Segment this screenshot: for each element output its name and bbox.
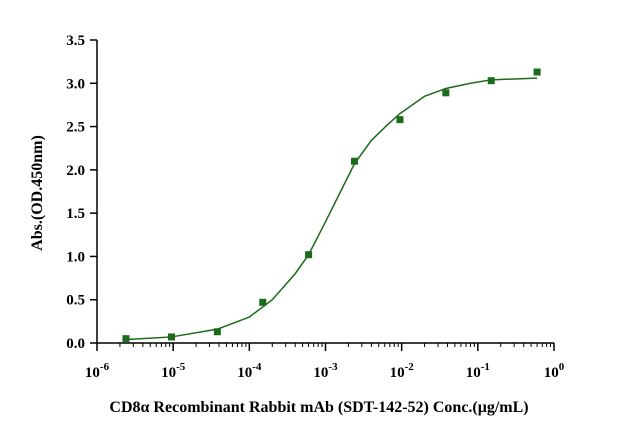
y-tick-label: 1.5 xyxy=(66,206,85,222)
x-tick-label: 10-6 xyxy=(85,361,110,381)
data-point xyxy=(213,328,221,336)
series xyxy=(122,68,541,343)
y-tick-label: 1.0 xyxy=(66,249,85,265)
data-point xyxy=(533,68,541,76)
y-tick-label: 2.0 xyxy=(66,163,85,179)
data-point xyxy=(442,89,450,97)
x-tick-label: 10-2 xyxy=(390,361,415,381)
data-point xyxy=(487,77,495,85)
y-axis-label: Abs.(OD.450nm) xyxy=(29,135,46,251)
data-point xyxy=(396,116,404,124)
x-tick-label: 100 xyxy=(544,361,565,381)
y-tick-label: 2.5 xyxy=(66,120,85,136)
y-tick-label: 3.5 xyxy=(66,33,85,49)
axes: 0.0 0.5 1.0 1.5 2.0 2.5 3.0 3.5 10-6 10-5 10-4 10-3… xyxy=(66,33,565,381)
x-tick-label: 10-3 xyxy=(313,361,338,381)
data-point xyxy=(122,335,130,343)
y-tick-label: 0.5 xyxy=(66,293,85,309)
data-point xyxy=(305,251,313,259)
x-tick-label: 10-1 xyxy=(466,361,490,381)
x-axis-label: CD8α Recombinant Rabbit mAb (SDT-142-52)… xyxy=(109,399,528,416)
y-tick-label: 3.0 xyxy=(66,76,85,92)
data-point xyxy=(350,157,358,165)
x-tick-label: 10-4 xyxy=(237,361,262,381)
fit-curve xyxy=(125,77,538,341)
y-tick-label: 0.0 xyxy=(66,336,85,352)
x-tick-label: 10-5 xyxy=(161,361,186,381)
data-point xyxy=(167,333,175,341)
data-point xyxy=(259,298,267,306)
